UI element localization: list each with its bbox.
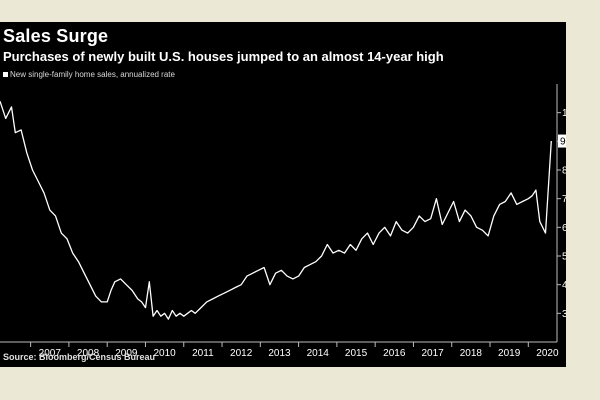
x-tick-label: 2018: [460, 348, 483, 359]
x-tick-label: 2015: [345, 348, 368, 359]
y-tick-label: 300: [562, 309, 566, 320]
value-callout: 901.00: [558, 134, 566, 148]
chart-panel: Sales Surge Purchases of newly built U.S…: [0, 22, 566, 367]
y-tick-label: 400: [562, 280, 566, 291]
series-line-0: [0, 100, 552, 320]
source-note: Source: Bloomberg/Census Bureau: [3, 352, 156, 362]
y-tick-label: 500: [562, 252, 566, 263]
x-tick-label: 2014: [307, 348, 330, 359]
chart-subtitle: Purchases of newly built U.S. houses jum…: [3, 49, 444, 64]
x-tick-label: 2007: [39, 348, 62, 359]
x-tick-label: 2012: [230, 348, 253, 359]
x-tick-label: 2017: [421, 348, 444, 359]
x-tick-label: 2010: [153, 348, 176, 359]
y-tick-label: 600: [562, 223, 566, 234]
series-group: [0, 100, 552, 320]
y-axis: 3004005006007008009001000: [556, 84, 566, 342]
y-tick-label: 800: [562, 166, 566, 177]
callout-box: [558, 134, 566, 148]
x-tick-label: 2013: [268, 348, 291, 359]
chart-title: Sales Surge: [3, 26, 109, 46]
legend: New single-family home sales, annualized…: [3, 70, 175, 79]
line-chart: 3004005006007008009001000 20072008200920…: [0, 84, 566, 359]
legend-label: New single-family home sales, annualized…: [10, 70, 175, 79]
callout-label: 901.00: [560, 137, 566, 148]
x-tick-label: 2011: [192, 348, 214, 359]
x-tick-label: 2008: [77, 348, 100, 359]
x-tick-label: 2016: [383, 348, 406, 359]
legend-swatch: [3, 72, 8, 77]
x-tick-label: 2020: [536, 348, 559, 359]
y-tick-label: 1000: [562, 108, 566, 119]
x-tick-label: 2009: [115, 348, 138, 359]
x-tick-label: 2019: [498, 348, 521, 359]
x-axis: 2007 2008 2009 2010 2011 2012 2013 2014 2015 2016…: [0, 341, 559, 359]
y-tick-label: 700: [562, 194, 566, 205]
